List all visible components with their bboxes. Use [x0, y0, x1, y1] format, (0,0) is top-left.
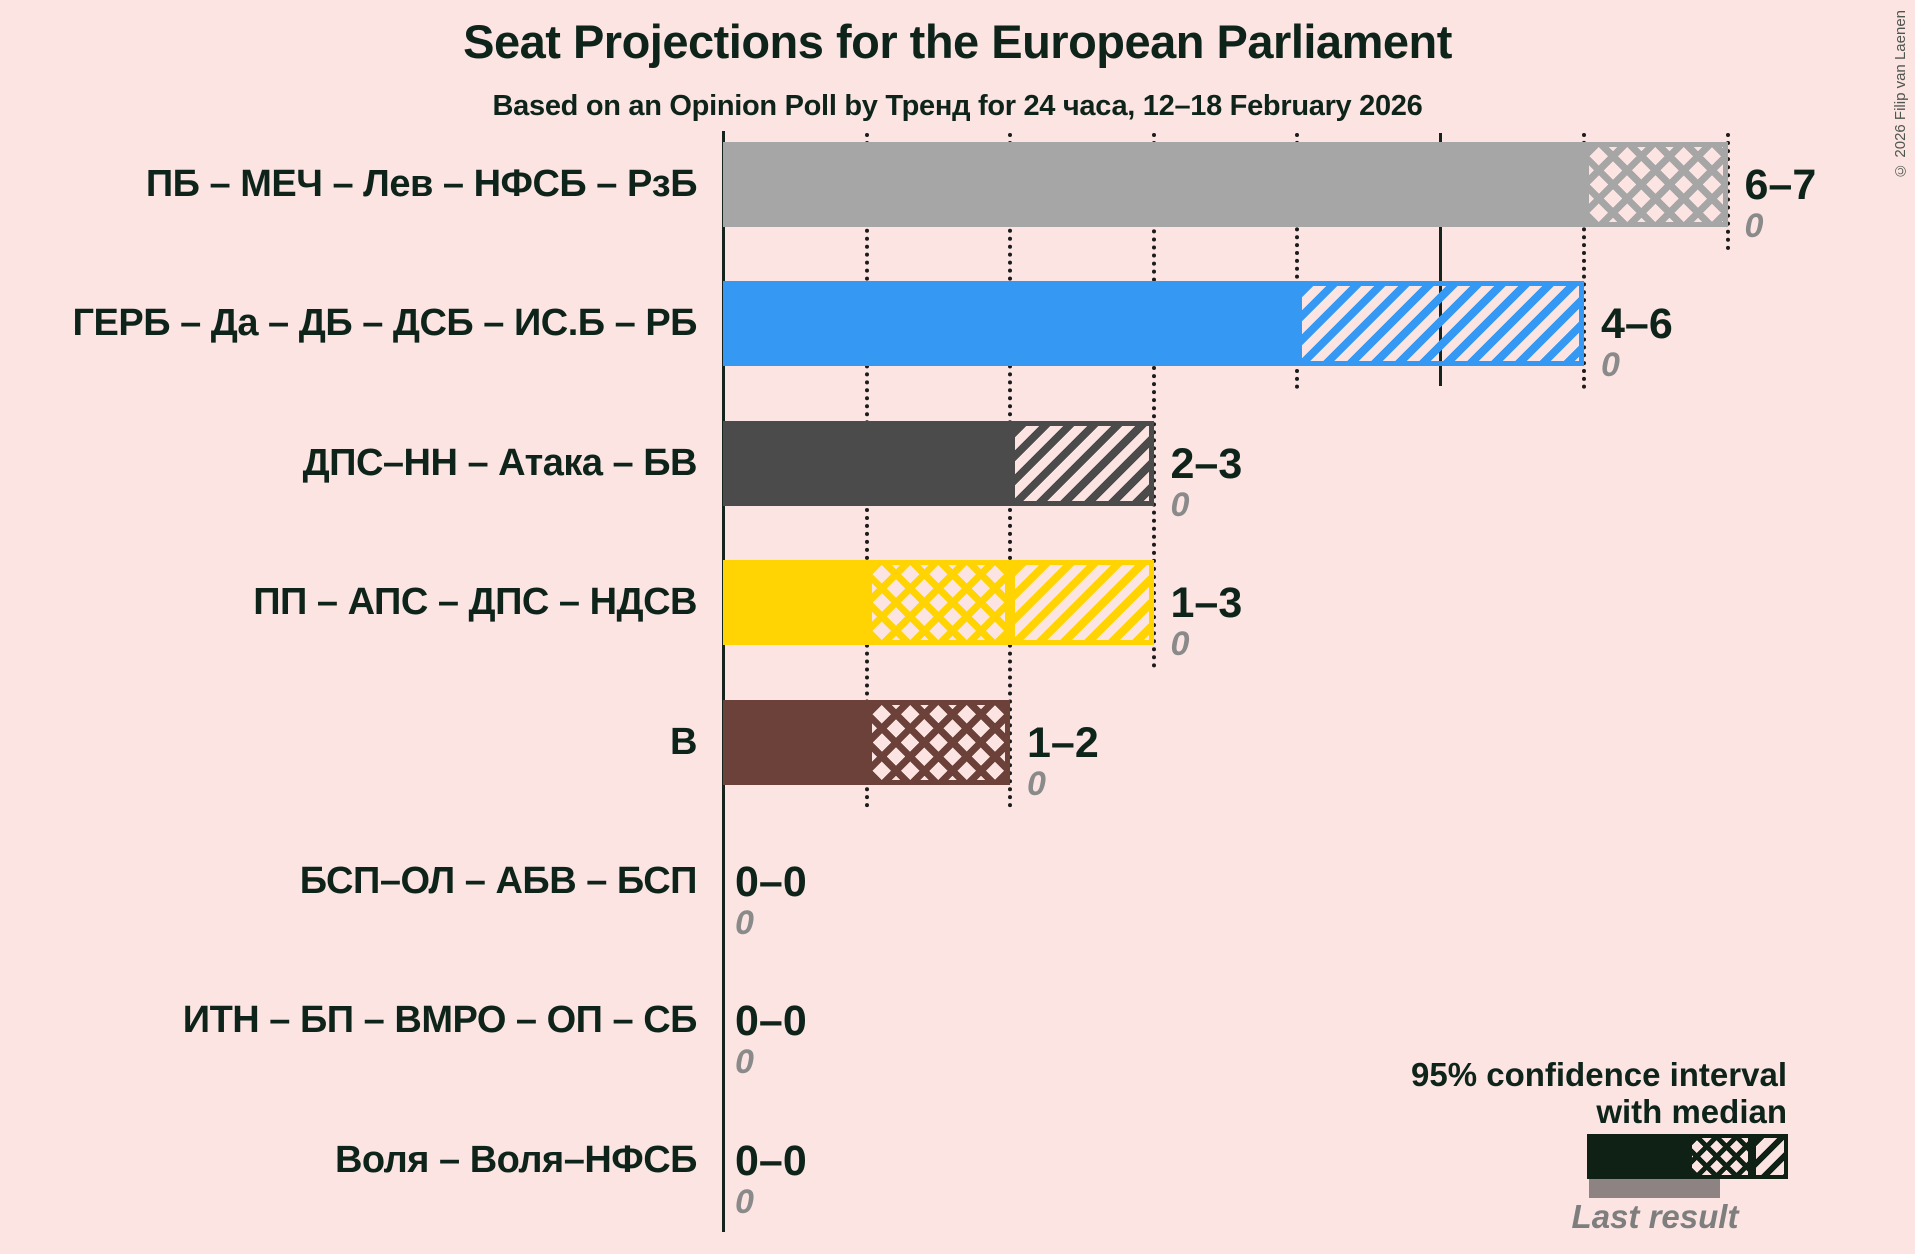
bar-segment-solid [723, 560, 867, 646]
last-result-value: 0 [735, 1182, 754, 1221]
projection-bar [723, 281, 1584, 367]
projection-bar [723, 699, 1010, 785]
last-result-value: 0 [735, 904, 754, 942]
row-label: ПБ – МЕЧ – Лев – НФСБ – РзБ [145, 163, 698, 205]
ci-bound-guide-line [1151, 133, 1156, 669]
bar-segment-crosshatch [866, 560, 1010, 646]
copyright-text: © 2026 Filip van Laenen [1892, 10, 1909, 179]
last-result-value: 0 [1601, 346, 1620, 385]
ci-bound-guide-line [1725, 133, 1730, 250]
row-label: ИТН – БП – ВМРО – ОП – СБ [182, 999, 698, 1042]
bar-segment-diagonal [1010, 560, 1154, 646]
last-result-value: 0 [1744, 207, 1764, 245]
value-block: 0–0 0 [735, 998, 807, 1081]
bar-segment-solid [723, 420, 1010, 506]
legend-ci-sample-bar [1587, 1134, 1788, 1179]
legend-solid-segment [1587, 1134, 1688, 1179]
bar-segment-solid [723, 142, 1584, 227]
last-result-value: 0 [1170, 625, 1190, 664]
bar-segment-diagonal [1297, 281, 1584, 367]
ci-bound-guide-line [1582, 133, 1586, 390]
row-label: БСП–ОЛ – АБВ – БСП [299, 860, 698, 902]
legend-crosshatch-segment [1688, 1134, 1752, 1179]
last-result-value: 0 [1027, 764, 1046, 803]
value-block: 1–2 0 [1027, 720, 1099, 803]
row-label: ПП – АПС – ДПС – НДСВ [253, 581, 697, 624]
row-label: В [670, 720, 697, 763]
row-label: ДПС–НН – Атака – БВ [302, 441, 698, 484]
value-block: 4–6 0 [1601, 301, 1673, 384]
value-block: 0–0 0 [735, 859, 807, 942]
legend-ci-label-line1: 95% confidence interval [1411, 1056, 1787, 1093]
chart-subtitle: Based on an Opinion Poll by Тренд for 24… [492, 90, 1423, 122]
projection-bar [723, 142, 1728, 227]
ci-range-value: 1–2 [1027, 718, 1099, 767]
bar-segment-diagonal [1010, 420, 1154, 506]
ci-range-value: 0–0 [735, 1136, 807, 1185]
ci-bound-guide-line [1295, 133, 1299, 390]
legend-last-result-label: Last result [1571, 1198, 1739, 1235]
projection-bar [723, 420, 1154, 506]
ci-range-value: 6–7 [1744, 161, 1817, 209]
projection-bar [723, 560, 1154, 646]
y-axis-line [721, 131, 725, 1232]
row-label: Воля – Воля–НФСБ [334, 1138, 698, 1181]
legend-last-result-bar [1589, 1179, 1720, 1198]
value-block: 2–3 0 [1171, 441, 1243, 524]
last-result-value: 0 [1170, 485, 1190, 524]
value-block: 6–7 0 [1745, 162, 1817, 245]
ci-range-value: 4–6 [1601, 300, 1673, 349]
legend-diagonal-segment [1752, 1134, 1788, 1179]
value-block: 1–3 0 [1171, 580, 1243, 663]
bar-segment-crosshatch [1584, 142, 1728, 227]
row-label: ГЕРБ – Да – ДБ – ДСБ – ИС.Б – РБ [72, 302, 698, 345]
median-marker-line [1439, 133, 1442, 387]
ci-range-value: 0–0 [735, 997, 807, 1046]
ci-range-value: 1–3 [1170, 579, 1243, 628]
value-block: 0–0 0 [735, 1138, 807, 1221]
chart-title: Seat Projections for the European Parlia… [463, 15, 1452, 68]
bar-segment-crosshatch [866, 699, 1010, 785]
bar-segment-solid [723, 699, 867, 785]
last-result-value: 0 [735, 1043, 754, 1082]
bar-segment-solid [723, 281, 1297, 367]
legend-ci-label-line2: with median [1596, 1093, 1787, 1130]
ci-range-value: 0–0 [735, 858, 807, 906]
ci-range-value: 2–3 [1170, 439, 1243, 488]
